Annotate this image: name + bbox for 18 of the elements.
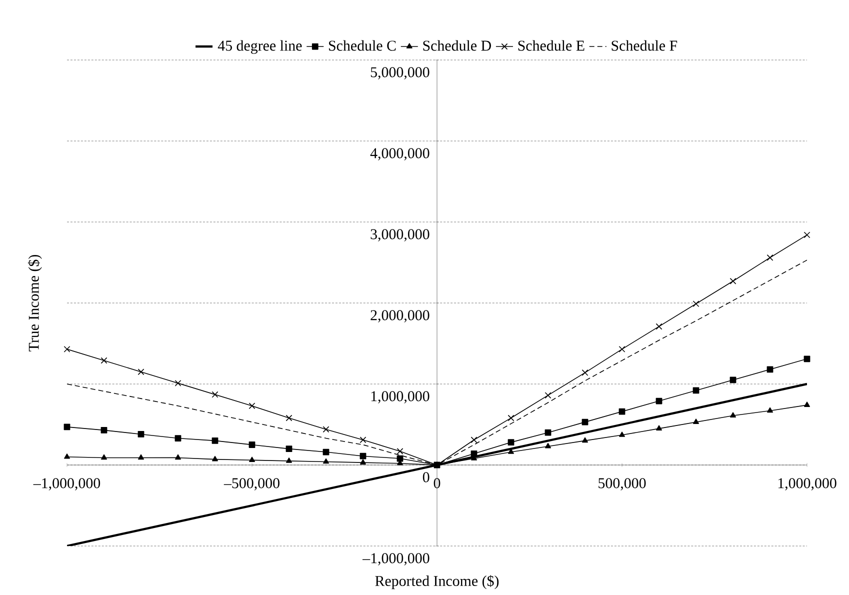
x-axis-title: Reported Income ($) bbox=[375, 575, 499, 590]
x-tick-label: 1,000,000 bbox=[778, 478, 836, 490]
y-axis-title: True Income ($) bbox=[28, 254, 42, 352]
x-tick-label: 500,000 bbox=[598, 478, 646, 490]
legend-label: Schedule E bbox=[518, 40, 584, 51]
y-tick-label: 3,000,000 bbox=[370, 229, 430, 242]
y-tick-label: 4,000,000 bbox=[370, 148, 430, 160]
y-tick-label: 1,000,000 bbox=[371, 391, 430, 404]
x-tick-label: 0 bbox=[434, 478, 440, 488]
legend-label: Schedule D bbox=[423, 40, 491, 51]
y-tick-label: 5,000,000 bbox=[370, 67, 430, 80]
legend-label: Schedule C bbox=[329, 40, 396, 51]
x-tick-label: –500,000 bbox=[224, 478, 280, 490]
y-tick-label: –1,000,000 bbox=[362, 553, 430, 566]
legend-label: Schedule F bbox=[612, 40, 678, 51]
legend-label: 45 degree line bbox=[218, 40, 302, 54]
x-tick-label: –1,000,000 bbox=[33, 478, 100, 490]
y-tick-label: 2,000,000 bbox=[370, 310, 430, 322]
